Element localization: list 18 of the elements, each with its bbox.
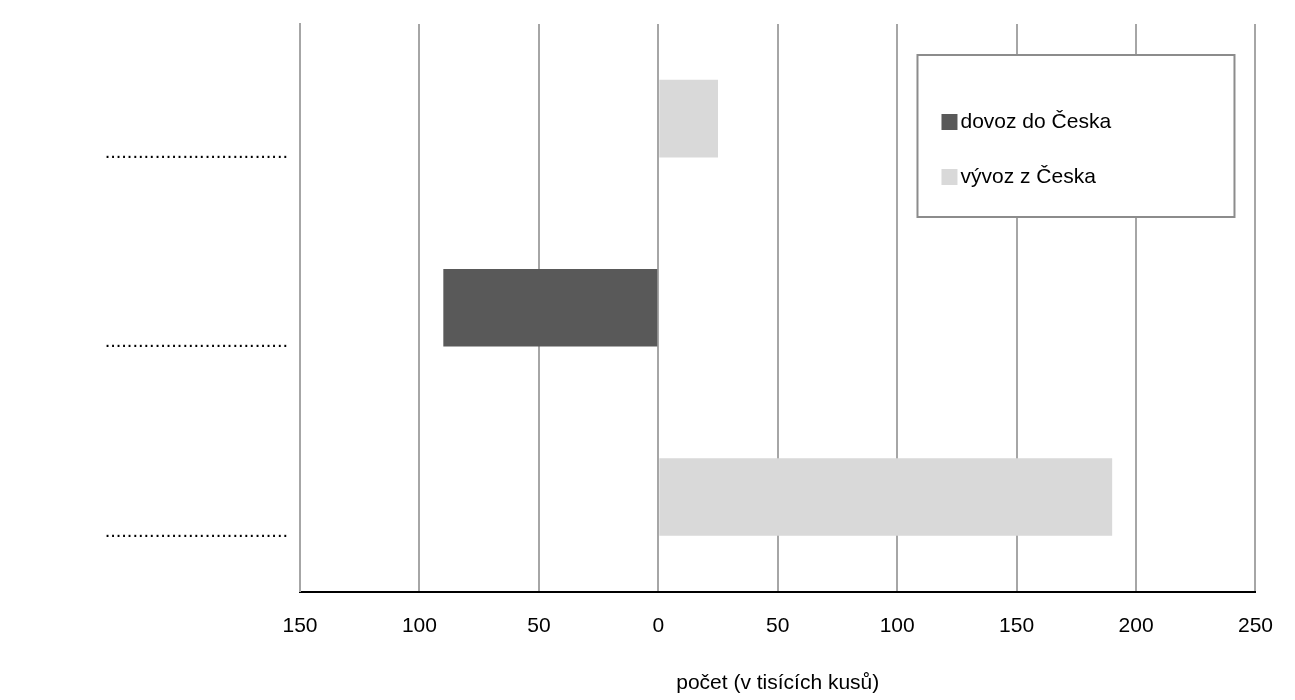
bar: [659, 458, 1113, 536]
x-tick-label: 50: [766, 613, 790, 636]
x-tick-label: 150: [999, 613, 1035, 636]
x-tick-label: 250: [1237, 613, 1273, 636]
legend-label: dovoz do Česka: [960, 108, 1112, 132]
y-tick-label: .................................: [104, 329, 288, 352]
y-tick-label: .................................: [104, 518, 288, 541]
x-tick-label: 200: [1118, 613, 1154, 636]
x-tick-label: 100: [401, 613, 437, 636]
bar: [443, 269, 658, 347]
legend-label: vývoz z Česka: [960, 163, 1097, 187]
x-tick-label: 100: [879, 613, 915, 636]
bar: [659, 79, 719, 158]
x-axis-title: počet (v tisících kusů): [676, 670, 880, 694]
y-tick-label: .................................: [104, 140, 288, 163]
x-tick-label: 0: [652, 613, 665, 636]
x-tick-label: 50: [527, 613, 551, 636]
x-tick-label: 150: [282, 613, 318, 636]
